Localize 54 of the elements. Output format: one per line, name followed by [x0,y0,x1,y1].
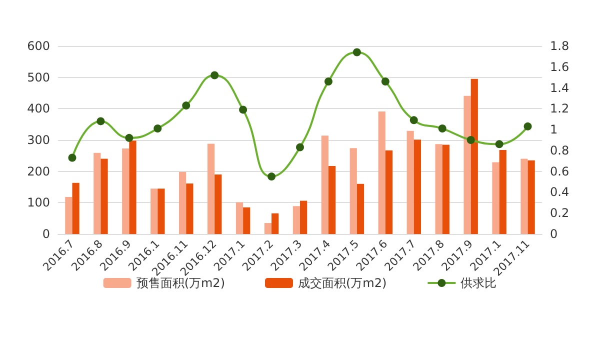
y2-tick-label: 0 [550,227,558,241]
bar [328,166,336,234]
bar [243,207,250,234]
y2-tick-label: 0.4 [550,185,570,200]
bar [464,96,471,234]
bar [72,182,80,234]
y-tick-label: 0 [42,227,50,241]
bar [520,158,528,234]
y2-tick-label: 0.6 [550,164,570,178]
y2-tick-label: 1.2 [550,102,570,116]
bar [499,150,506,234]
bar [350,148,357,234]
bar [122,148,130,234]
y2-tick-label: 1.8 [550,39,570,53]
y2-tick-label: 0.8 [550,143,570,158]
bar [300,200,308,234]
y-tick-label: 600 [27,39,50,53]
bar [100,158,108,234]
y-tick-label: 500 [27,70,50,84]
bar [214,174,222,234]
bar [528,160,535,234]
y-tick-label: 400 [27,102,50,116]
bar [150,188,158,234]
bar [321,136,328,234]
bar [236,202,244,234]
bar [414,140,421,234]
legend-label: 预售面积(万m2) [136,276,225,290]
bar [158,188,165,234]
y2-tick-label: 1.4 [550,80,570,95]
legend-label: 供求比 [460,276,497,290]
bar [356,184,364,234]
bar [492,162,500,234]
bar [292,206,300,234]
bar [385,150,393,234]
bar [186,184,194,234]
bar [378,111,386,234]
y-tick-label: 100 [27,196,50,210]
bar [406,130,414,234]
bar [94,152,101,234]
legend-label: 成交面积(万m2) [298,276,387,290]
bar [470,78,478,234]
y2-tick-label: 1.6 [550,60,570,74]
y2-tick-label: 0.2 [550,206,570,220]
bar [179,172,186,234]
bar [207,144,215,234]
y-tick-label: 300 [27,133,50,147]
bar [264,223,272,234]
bar [442,144,450,234]
bar [272,213,279,234]
y2-tick-label: 1 [550,122,558,137]
bar [129,140,136,234]
bar [65,197,72,234]
y-tick-label: 200 [27,164,50,178]
bar [435,144,442,234]
